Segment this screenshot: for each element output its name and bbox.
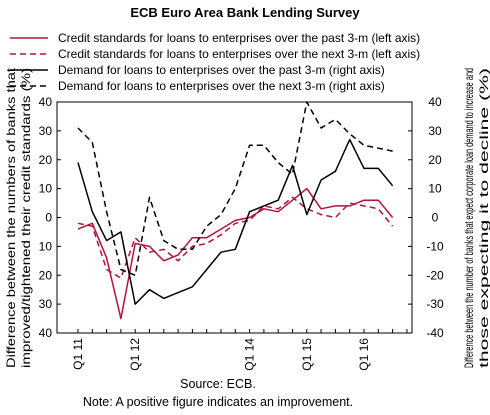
series-line-1 [77,196,394,279]
x-tick-label: Q1 12 [128,338,142,371]
series-line-3 [77,101,393,277]
legend-label-2: Demand for loans to enterprises over the… [58,63,385,77]
right-tick-label: 40 [428,95,442,109]
right-tick-label: -20 [426,268,444,282]
left-tick-label: 0 [45,211,52,225]
x-tick-label: Q1 14 [243,338,257,371]
x-axis-ticks: Q1 11 Q1 12 Q1 14 Q1 15 Q1 16 [71,329,408,371]
left-axis-ticks: 40 30 20 10 0 10 20 30 40 [39,95,61,340]
left-axis-title-line: improved/tightened their credit standard… [19,68,33,368]
series-line-2 [77,138,394,305]
footnote: Note: A positive figure indicates an imp… [83,395,353,409]
left-tick-label: 40 [39,95,53,109]
right-tick-label: 10 [428,182,442,196]
right-tick-label: 20 [428,153,442,167]
right-tick-label: -40 [426,326,444,340]
right-axis-title-line: Difference between the number of banks t… [462,68,476,368]
right-axis-ticks: 40 30 20 10 0 -10 -20 -30 -40 [408,95,444,340]
x-tick-label: Q1 16 [357,338,371,371]
right-tick-label: -10 [426,239,444,253]
left-tick-label: 20 [39,153,53,167]
chart-title: ECB Euro Area Bank Lending Survey [130,5,360,20]
legend: Credit standards for loans to enterprise… [10,31,420,93]
legend-label-1: Credit standards for loans to enterprise… [58,47,420,61]
right-tick-label: 0 [432,211,439,225]
left-tick-label: 30 [39,297,53,311]
left-axis-title: Difference between the numbers of banks … [4,67,33,368]
left-axis-title-line: Difference between the numbers of banks … [4,67,18,368]
source-note: Source: ECB. [180,377,256,391]
left-tick-label: 10 [39,182,53,196]
left-tick-label: 20 [39,268,53,282]
x-tick-label: Q1 11 [71,338,85,370]
right-axis-title-line: those expecting it to decline (%) [477,68,490,368]
legend-label-3: Demand for loans to enterprises over the… [58,79,385,93]
left-tick-label: 40 [39,326,53,340]
left-tick-label: 10 [39,239,53,253]
legend-label-0: Credit standards for loans to enterprise… [58,31,420,45]
x-tick-label: Q1 15 [300,338,314,371]
right-tick-label: -30 [426,297,444,311]
right-tick-label: 30 [428,124,442,138]
right-axis-title: Difference between the number of banks t… [462,68,490,368]
series-layer [77,101,394,320]
plot-frame [56,101,413,334]
series-line-0 [77,187,394,320]
left-tick-label: 30 [39,124,53,138]
